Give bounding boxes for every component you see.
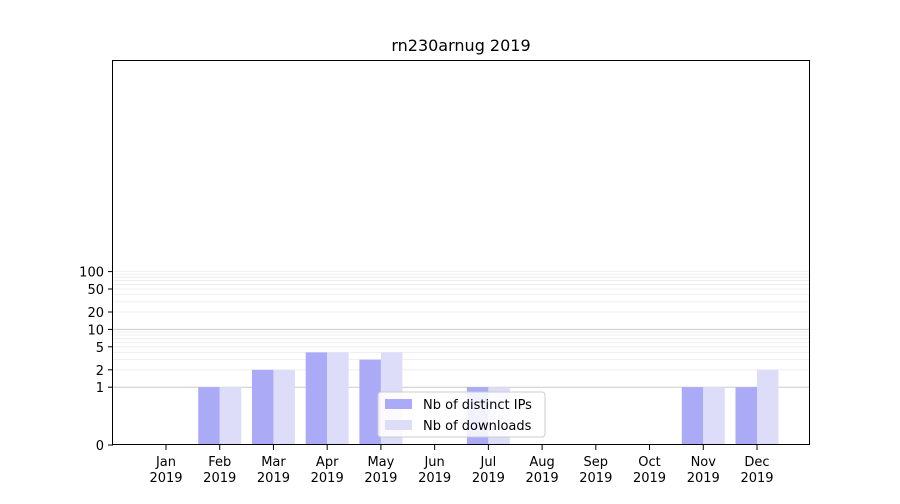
legend-swatch — [385, 420, 412, 430]
x-tick-label-year: 2019 — [687, 471, 720, 486]
chart-title: rn230arnug 2019 — [391, 36, 530, 55]
x-tick-label-month: Apr — [316, 455, 339, 470]
x-tick-label-month: Aug — [529, 455, 554, 470]
x-tick-label-year: 2019 — [418, 471, 451, 486]
bar-distinct-ips — [251, 369, 274, 445]
bar-distinct-ips — [735, 387, 757, 445]
bar-downloads — [757, 369, 779, 445]
x-tick-label-month: Nov — [691, 455, 717, 470]
bar-distinct-ips — [305, 352, 328, 445]
x-tick-label-month: Mar — [261, 455, 286, 470]
legend-swatch — [385, 399, 412, 409]
x-tick-label-year: 2019 — [472, 471, 505, 486]
grid-lines — [113, 271, 810, 388]
bar-downloads — [327, 352, 349, 445]
legend: Nb of distinct IPs Nb of downloads — [377, 391, 546, 438]
y-tick-label: 0 — [96, 439, 104, 454]
y-tick-label: 50 — [87, 283, 104, 298]
y-tick-label: 5 — [96, 341, 104, 356]
bar-downloads — [703, 387, 725, 445]
plot-frame — [112, 60, 810, 445]
y-tick-label: 20 — [87, 306, 104, 321]
x-axis: Jan2019Feb2019Mar2019Apr2019May2019Jun20… — [149, 445, 774, 486]
x-tick-label-year: 2019 — [203, 471, 236, 486]
x-tick-label-year: 2019 — [149, 471, 182, 486]
x-tick-label-year: 2019 — [526, 471, 559, 486]
x-tick-label-year: 2019 — [257, 471, 290, 486]
x-tick-label-month: Feb — [208, 455, 231, 470]
x-tick-label-year: 2019 — [633, 471, 666, 486]
y-tick-label: 10 — [87, 323, 104, 338]
bar-downloads — [273, 369, 295, 445]
bar-distinct-ips — [681, 387, 704, 445]
x-tick-label-month: Oct — [638, 455, 660, 470]
bar-distinct-ips — [198, 387, 220, 445]
x-tick-label-month: May — [367, 455, 394, 470]
x-tick-label-year: 2019 — [579, 471, 612, 486]
legend-box — [377, 391, 546, 438]
x-tick-label-month: Jan — [155, 455, 176, 470]
x-tick-label-year: 2019 — [311, 471, 344, 486]
y-tick-label: 1 — [96, 381, 104, 396]
x-tick-label-year: 2019 — [364, 471, 397, 486]
x-tick-label-month: Jun — [423, 455, 444, 470]
y-tick-label: 2 — [96, 364, 104, 379]
y-tick-label: 100 — [79, 266, 104, 281]
y-axis: 0 1 2 5 10 20 50 100 — [79, 266, 113, 454]
legend-label: Nb of downloads — [423, 419, 532, 434]
bar-downloads — [219, 387, 242, 445]
bar-distinct-ips — [359, 359, 381, 445]
x-tick-label-year: 2019 — [740, 471, 773, 486]
x-tick-label-month: Jul — [480, 455, 497, 470]
x-tick-label-month: Sep — [584, 455, 609, 470]
legend-label: Nb of distinct IPs — [423, 398, 532, 413]
x-tick-label-month: Dec — [744, 455, 769, 470]
